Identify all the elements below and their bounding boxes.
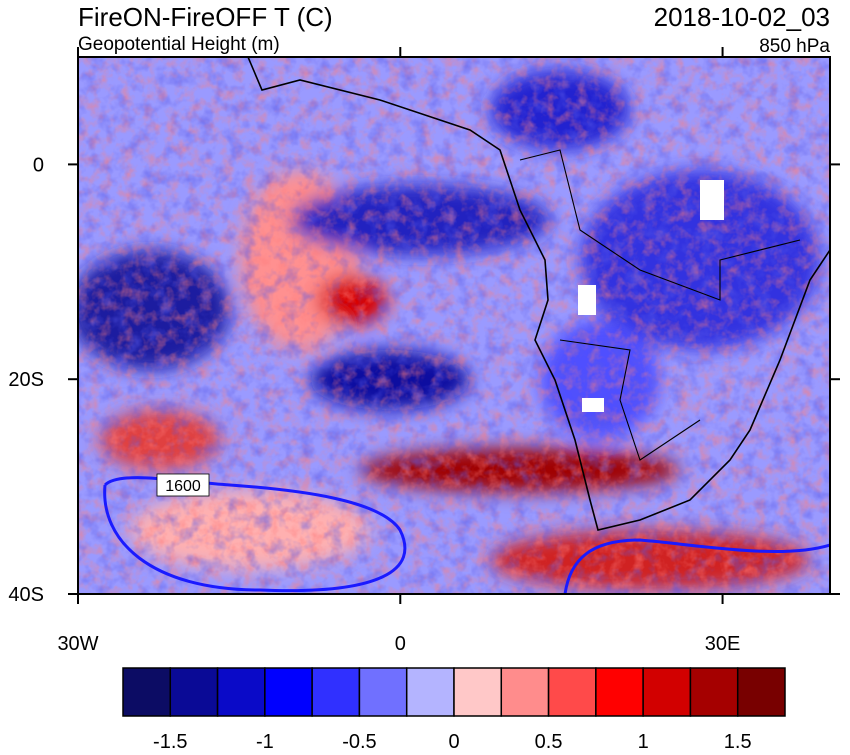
colorbar-label: 1.5 <box>724 731 752 750</box>
colorbar-box <box>122 667 172 717</box>
subtitle: Geopotential Height (m) <box>78 34 280 55</box>
colorbar-box <box>453 667 503 717</box>
colorbar: -1.5 -1 -0.5 0 0.5 1 1.5 <box>122 667 786 753</box>
colorbar-box <box>642 667 692 717</box>
title: FireON-FireOFF T (C) <box>78 2 333 32</box>
x-tick-label: 30W <box>57 633 98 655</box>
colorbar-box <box>405 667 455 717</box>
x-tick-label: 30E <box>705 633 741 655</box>
x-tick-label: 0 <box>395 633 406 655</box>
level: 850 hPa <box>759 36 830 57</box>
colorbar-label: -1 <box>256 731 274 750</box>
colorbar-label: -0.5 <box>342 731 376 750</box>
y-tick-label: 40S <box>8 584 44 606</box>
date: 2018-10-02_03 <box>654 2 830 32</box>
y-tick-label: 0 <box>33 154 44 176</box>
colorbar-box <box>500 667 550 717</box>
field: 1600 <box>78 57 830 594</box>
colorbar-box <box>547 667 597 717</box>
contour-label-box <box>156 473 210 497</box>
colorbar-box <box>736 667 786 717</box>
colorbar-box <box>311 667 361 717</box>
colorbar-label: 0 <box>448 731 459 750</box>
axes: 30W 0 30E 0 20S 40S <box>8 47 840 655</box>
colorbar-label: 0.5 <box>535 731 563 750</box>
colorbar-box <box>595 667 644 717</box>
colorbar-box <box>169 667 219 717</box>
colorbar-box <box>689 667 739 717</box>
y-tick-label: 20S <box>8 369 44 391</box>
colorbar-label: -1.5 <box>153 731 187 750</box>
plot-frame <box>77 56 831 595</box>
colorbar-label: 1 <box>638 731 649 750</box>
colorbar-box <box>358 667 408 717</box>
contour-label: 1600 <box>165 478 201 495</box>
colorbar-box <box>216 667 266 717</box>
colorbar-box <box>264 667 313 717</box>
